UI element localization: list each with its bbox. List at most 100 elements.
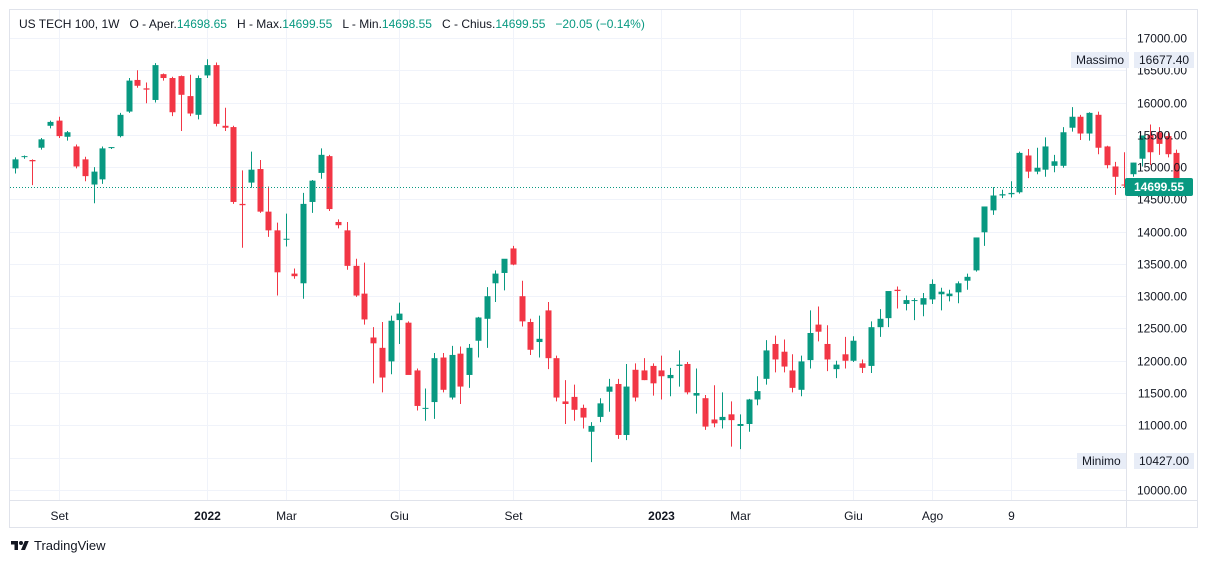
candle[interactable] — [536, 315, 543, 358]
candle[interactable] — [850, 336, 857, 363]
candle[interactable] — [449, 345, 456, 400]
candle[interactable] — [868, 321, 875, 374]
candle[interactable] — [606, 378, 613, 412]
candle[interactable] — [929, 279, 936, 304]
candle[interactable] — [519, 280, 526, 327]
candle[interactable] — [12, 157, 19, 174]
candle[interactable] — [1008, 181, 1015, 198]
candle[interactable] — [213, 62, 220, 127]
candle[interactable] — [431, 353, 438, 419]
candle[interactable] — [719, 392, 726, 429]
candle[interactable] — [405, 321, 412, 375]
candle[interactable] — [274, 222, 281, 296]
candle[interactable] — [484, 287, 491, 348]
candle[interactable] — [510, 245, 517, 266]
candle[interactable] — [946, 289, 953, 302]
candle[interactable] — [388, 315, 395, 375]
candle[interactable] — [414, 368, 421, 411]
candle[interactable] — [859, 359, 866, 374]
candle[interactable] — [143, 82, 150, 104]
candle[interactable] — [684, 362, 691, 395]
candle[interactable] — [160, 73, 167, 81]
candle[interactable] — [344, 221, 351, 270]
candle[interactable] — [833, 360, 840, 379]
candle[interactable] — [772, 335, 779, 373]
candle[interactable] — [781, 339, 788, 373]
tradingview-brand[interactable]: TradingView — [10, 538, 106, 553]
candle[interactable] — [187, 74, 194, 117]
candle[interactable] — [21, 155, 28, 159]
candle[interactable] — [1086, 112, 1093, 141]
candle[interactable] — [1034, 147, 1041, 175]
candle[interactable] — [632, 363, 639, 402]
candle[interactable] — [693, 368, 700, 414]
candle[interactable] — [475, 316, 482, 358]
candle[interactable] — [807, 310, 814, 369]
candle[interactable] — [981, 206, 988, 246]
candle[interactable] — [1121, 152, 1128, 188]
candle[interactable] — [283, 213, 290, 247]
candle[interactable] — [195, 75, 202, 120]
candle[interactable] — [1095, 111, 1102, 155]
candle[interactable] — [1104, 145, 1111, 169]
candle[interactable] — [99, 146, 106, 184]
candle[interactable] — [702, 394, 709, 430]
candle[interactable] — [134, 70, 141, 88]
candle[interactable] — [222, 107, 229, 131]
candle[interactable] — [641, 358, 648, 381]
candle[interactable] — [588, 422, 595, 463]
candle[interactable] — [667, 367, 674, 397]
candle[interactable] — [894, 286, 901, 309]
candle[interactable] — [798, 355, 805, 397]
candle[interactable] — [73, 144, 80, 169]
candle[interactable] — [737, 414, 744, 450]
candle[interactable] — [824, 325, 831, 372]
candle[interactable] — [56, 116, 63, 139]
candle[interactable] — [885, 291, 892, 328]
candle[interactable] — [1165, 132, 1172, 158]
candle[interactable] — [571, 384, 578, 421]
candle[interactable] — [239, 170, 246, 248]
candle[interactable] — [265, 186, 272, 237]
candle[interactable] — [457, 346, 464, 404]
candle[interactable] — [204, 59, 211, 79]
candle[interactable] — [1139, 135, 1146, 167]
candle[interactable] — [1051, 154, 1058, 173]
candle[interactable] — [545, 302, 552, 370]
candle[interactable] — [38, 138, 45, 150]
candle[interactable] — [789, 354, 796, 393]
candle[interactable] — [291, 268, 298, 279]
candle[interactable] — [152, 63, 159, 103]
candle[interactable] — [815, 306, 822, 342]
candle[interactable] — [1130, 162, 1137, 177]
candle[interactable] — [973, 237, 980, 272]
candle[interactable] — [335, 219, 342, 229]
candle[interactable] — [615, 378, 622, 439]
candle[interactable] — [82, 156, 89, 182]
candle[interactable] — [999, 189, 1006, 199]
candle[interactable] — [64, 130, 71, 141]
candle[interactable] — [126, 78, 133, 113]
candle[interactable] — [990, 187, 997, 215]
candle[interactable] — [230, 125, 237, 204]
candle[interactable] — [650, 363, 657, 396]
candle[interactable] — [300, 192, 307, 299]
candle[interactable] — [903, 295, 910, 311]
candle[interactable] — [911, 298, 918, 321]
candle[interactable] — [1042, 137, 1049, 177]
candle[interactable] — [711, 385, 718, 428]
candle[interactable] — [763, 340, 770, 385]
candle[interactable] — [169, 76, 176, 117]
candle[interactable] — [1016, 151, 1023, 194]
candle[interactable] — [877, 309, 884, 337]
candle[interactable] — [938, 287, 945, 311]
candle[interactable] — [422, 388, 429, 421]
candle[interactable] — [370, 327, 377, 384]
candle[interactable] — [920, 292, 927, 317]
candle[interactable] — [29, 159, 36, 186]
candle[interactable] — [257, 159, 264, 213]
candle[interactable] — [580, 404, 587, 429]
candle[interactable] — [379, 322, 386, 393]
candle[interactable] — [353, 258, 360, 297]
candle[interactable] — [746, 398, 753, 432]
